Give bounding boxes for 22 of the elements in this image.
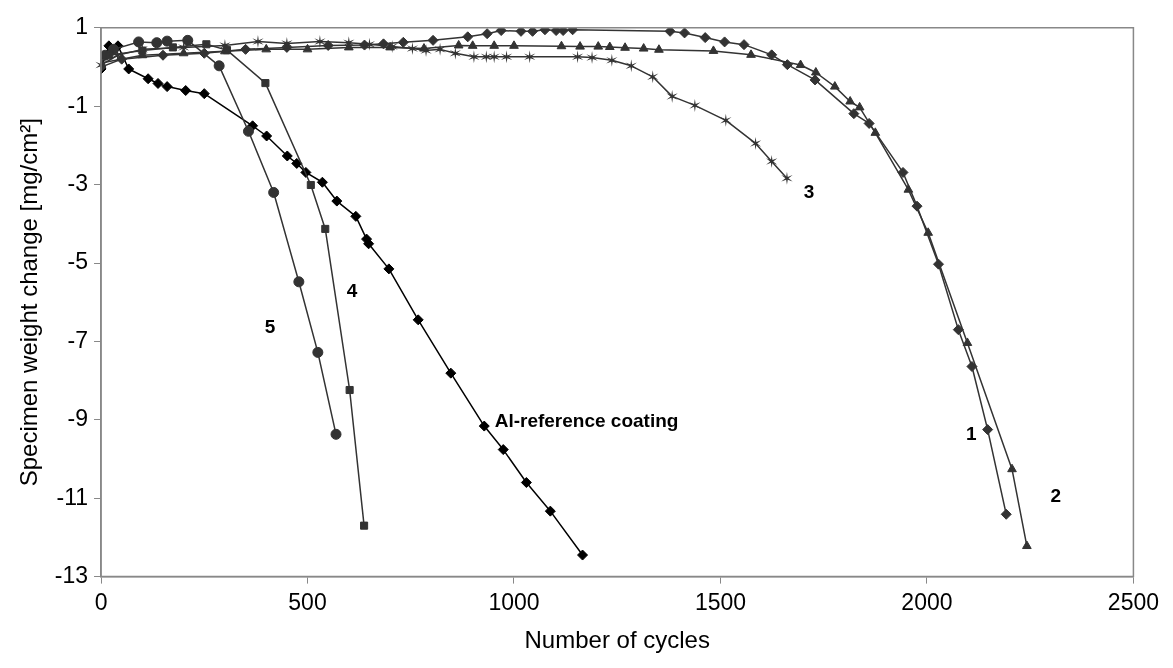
x-axis-title: Number of cycles — [524, 626, 710, 654]
x-tick-label: 2000 — [901, 588, 953, 615]
y-tick-label: -13 — [54, 561, 89, 588]
x-tick-label: 2500 — [1107, 588, 1159, 615]
x-tick-label: 1000 — [488, 588, 540, 615]
x-tick-label: 1500 — [694, 588, 747, 615]
y-tick-label: -3 — [67, 169, 89, 196]
y-tick-label: -1 — [67, 91, 89, 118]
series-label: 1 — [965, 422, 977, 444]
y-tick-label: -9 — [67, 405, 89, 432]
series-label: Al-reference coating — [494, 410, 679, 432]
y-axis-title: Specimen weight change [mg/cm²] — [15, 118, 43, 487]
y-tick-label: -5 — [67, 248, 89, 275]
series-label: 2 — [1050, 485, 1062, 507]
y-tick-label: -11 — [56, 483, 89, 510]
series-label: 5 — [264, 315, 276, 337]
series-label: 4 — [346, 279, 358, 301]
y-tick-label: 1 — [75, 13, 89, 40]
x-tick-label: 500 — [288, 588, 327, 615]
x-tick-label: 0 — [94, 588, 108, 615]
y-tick-label: -7 — [67, 326, 89, 353]
series-label: 3 — [803, 180, 815, 202]
